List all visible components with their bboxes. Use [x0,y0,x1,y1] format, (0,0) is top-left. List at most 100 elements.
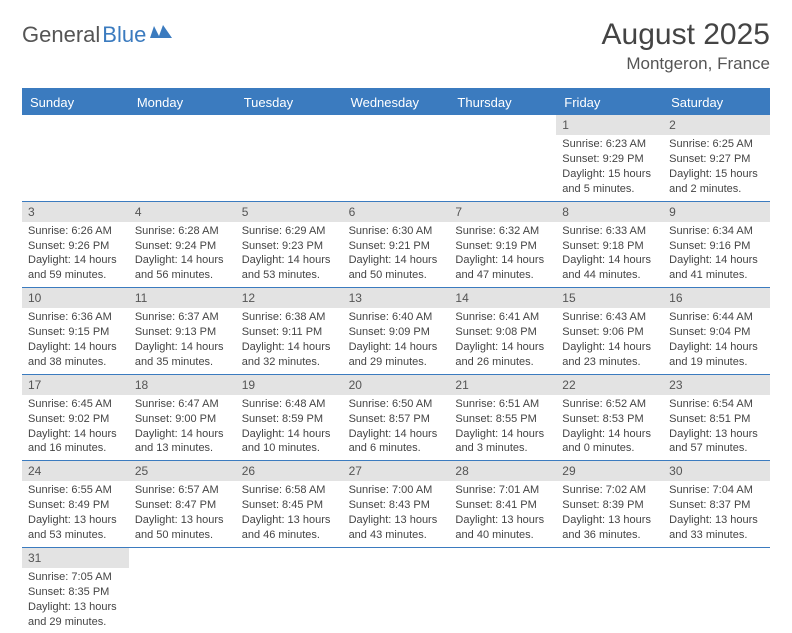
day-cell: 27Sunrise: 7:00 AMSunset: 8:43 PMDayligh… [343,461,450,547]
sunset-text: Sunset: 8:45 PM [242,498,337,513]
day-header: Friday [556,90,663,115]
sunrise-text: Sunrise: 6:25 AM [669,137,764,152]
sunset-text: Sunset: 8:59 PM [242,412,337,427]
sunrise-text: Sunrise: 6:37 AM [135,310,230,325]
week-row: 1Sunrise: 6:23 AMSunset: 9:29 PMDaylight… [22,115,770,202]
day-cell: 12Sunrise: 6:38 AMSunset: 9:11 PMDayligh… [236,288,343,374]
sunset-text: Sunset: 8:55 PM [455,412,550,427]
sunset-text: Sunset: 9:24 PM [135,239,230,254]
day-details: Sunrise: 6:38 AMSunset: 9:11 PMDaylight:… [236,308,343,373]
day-details: Sunrise: 6:50 AMSunset: 8:57 PMDaylight:… [343,395,450,460]
sunset-text: Sunset: 8:51 PM [669,412,764,427]
sunrise-text: Sunrise: 6:45 AM [28,397,123,412]
day-cell: 3Sunrise: 6:26 AMSunset: 9:26 PMDaylight… [22,202,129,288]
day-header: Thursday [449,90,556,115]
day-cell: 29Sunrise: 7:02 AMSunset: 8:39 PMDayligh… [556,461,663,547]
day-number: 12 [236,288,343,308]
sunrise-text: Sunrise: 6:50 AM [349,397,444,412]
sunrise-text: Sunrise: 6:41 AM [455,310,550,325]
sunrise-text: Sunrise: 6:33 AM [562,224,657,239]
day-details: Sunrise: 6:51 AMSunset: 8:55 PMDaylight:… [449,395,556,460]
logo-text-1: General [22,22,100,48]
sunrise-text: Sunrise: 7:01 AM [455,483,550,498]
day-details: Sunrise: 6:58 AMSunset: 8:45 PMDaylight:… [236,481,343,546]
daylight-text: Daylight: 14 hours and 53 minutes. [242,253,337,283]
day-cell: 30Sunrise: 7:04 AMSunset: 8:37 PMDayligh… [663,461,770,547]
sunset-text: Sunset: 8:49 PM [28,498,123,513]
day-details: Sunrise: 7:01 AMSunset: 8:41 PMDaylight:… [449,481,556,546]
day-cell: 20Sunrise: 6:50 AMSunset: 8:57 PMDayligh… [343,375,450,461]
day-details: Sunrise: 6:44 AMSunset: 9:04 PMDaylight:… [663,308,770,373]
day-number: 6 [343,202,450,222]
day-number: 16 [663,288,770,308]
sunset-text: Sunset: 9:11 PM [242,325,337,340]
empty-cell [556,548,663,633]
day-number: 17 [22,375,129,395]
day-number: 11 [129,288,236,308]
sunset-text: Sunset: 9:13 PM [135,325,230,340]
title-block: August 2025 Montgeron, France [602,18,770,74]
day-number: 5 [236,202,343,222]
day-number: 23 [663,375,770,395]
day-details: Sunrise: 6:54 AMSunset: 8:51 PMDaylight:… [663,395,770,460]
daylight-text: Daylight: 14 hours and 29 minutes. [349,340,444,370]
empty-cell [343,115,450,201]
daylight-text: Daylight: 13 hours and 50 minutes. [135,513,230,543]
logo-text-2: Blue [102,22,146,48]
sunset-text: Sunset: 8:37 PM [669,498,764,513]
day-number: 8 [556,202,663,222]
day-cell: 1Sunrise: 6:23 AMSunset: 9:29 PMDaylight… [556,115,663,201]
week-row: 3Sunrise: 6:26 AMSunset: 9:26 PMDaylight… [22,202,770,289]
sunrise-text: Sunrise: 6:48 AM [242,397,337,412]
day-number: 28 [449,461,556,481]
month-title: August 2025 [602,18,770,52]
day-cell: 21Sunrise: 6:51 AMSunset: 8:55 PMDayligh… [449,375,556,461]
day-details: Sunrise: 6:37 AMSunset: 9:13 PMDaylight:… [129,308,236,373]
day-number: 1 [556,115,663,135]
day-number: 22 [556,375,663,395]
week-row: 24Sunrise: 6:55 AMSunset: 8:49 PMDayligh… [22,461,770,548]
sunrise-text: Sunrise: 6:26 AM [28,224,123,239]
day-details: Sunrise: 6:43 AMSunset: 9:06 PMDaylight:… [556,308,663,373]
sunset-text: Sunset: 8:43 PM [349,498,444,513]
sunset-text: Sunset: 8:35 PM [28,585,123,600]
day-details: Sunrise: 6:48 AMSunset: 8:59 PMDaylight:… [236,395,343,460]
day-cell: 23Sunrise: 6:54 AMSunset: 8:51 PMDayligh… [663,375,770,461]
daylight-text: Daylight: 14 hours and 47 minutes. [455,253,550,283]
sunrise-text: Sunrise: 6:28 AM [135,224,230,239]
sunrise-text: Sunrise: 6:38 AM [242,310,337,325]
day-cell: 17 Sunrise: 6:45 AMSunset: 9:02 PMDayligh… [22,375,129,461]
daylight-text: Daylight: 14 hours and 23 minutes. [562,340,657,370]
day-number: 9 [663,202,770,222]
sunrise-text: Sunrise: 6:30 AM [349,224,444,239]
day-details: Sunrise: 6:33 AMSunset: 9:18 PMDaylight:… [556,222,663,287]
sunset-text: Sunset: 9:02 PM [28,412,123,427]
sunset-text: Sunset: 9:29 PM [562,152,657,167]
day-number: 29 [556,461,663,481]
day-number: 10 [22,288,129,308]
week-row: 31Sunrise: 7:05 AMSunset: 8:35 PMDayligh… [22,548,770,633]
sunrise-text: Sunrise: 6:44 AM [669,310,764,325]
day-header: Saturday [663,90,770,115]
daylight-text: Daylight: 13 hours and 43 minutes. [349,513,444,543]
sunset-text: Sunset: 8:47 PM [135,498,230,513]
day-cell: 31Sunrise: 7:05 AMSunset: 8:35 PMDayligh… [22,548,129,633]
day-number: 27 [343,461,450,481]
sunset-text: Sunset: 9:21 PM [349,239,444,254]
day-headers-row: SundayMondayTuesdayWednesdayThursdayFrid… [22,90,770,115]
day-number: 24 [22,461,129,481]
day-details: Sunrise: 6:41 AMSunset: 9:08 PMDaylight:… [449,308,556,373]
daylight-text: Daylight: 13 hours and 46 minutes. [242,513,337,543]
empty-cell [129,115,236,201]
daylight-text: Daylight: 14 hours and 41 minutes. [669,253,764,283]
sunrise-text: Sunrise: 6:29 AM [242,224,337,239]
daylight-text: Daylight: 14 hours and 35 minutes. [135,340,230,370]
daylight-text: Daylight: 14 hours and 10 minutes. [242,427,337,457]
sunrise-text: Sunrise: 6:32 AM [455,224,550,239]
day-details: Sunrise: 6:55 AMSunset: 8:49 PMDaylight:… [22,481,129,546]
daylight-text: Daylight: 14 hours and 16 minutes. [28,427,123,457]
day-number: 13 [343,288,450,308]
day-details: Sunrise: 6:57 AMSunset: 8:47 PMDaylight:… [129,481,236,546]
day-cell: 13Sunrise: 6:40 AMSunset: 9:09 PMDayligh… [343,288,450,374]
location: Montgeron, France [602,54,770,74]
